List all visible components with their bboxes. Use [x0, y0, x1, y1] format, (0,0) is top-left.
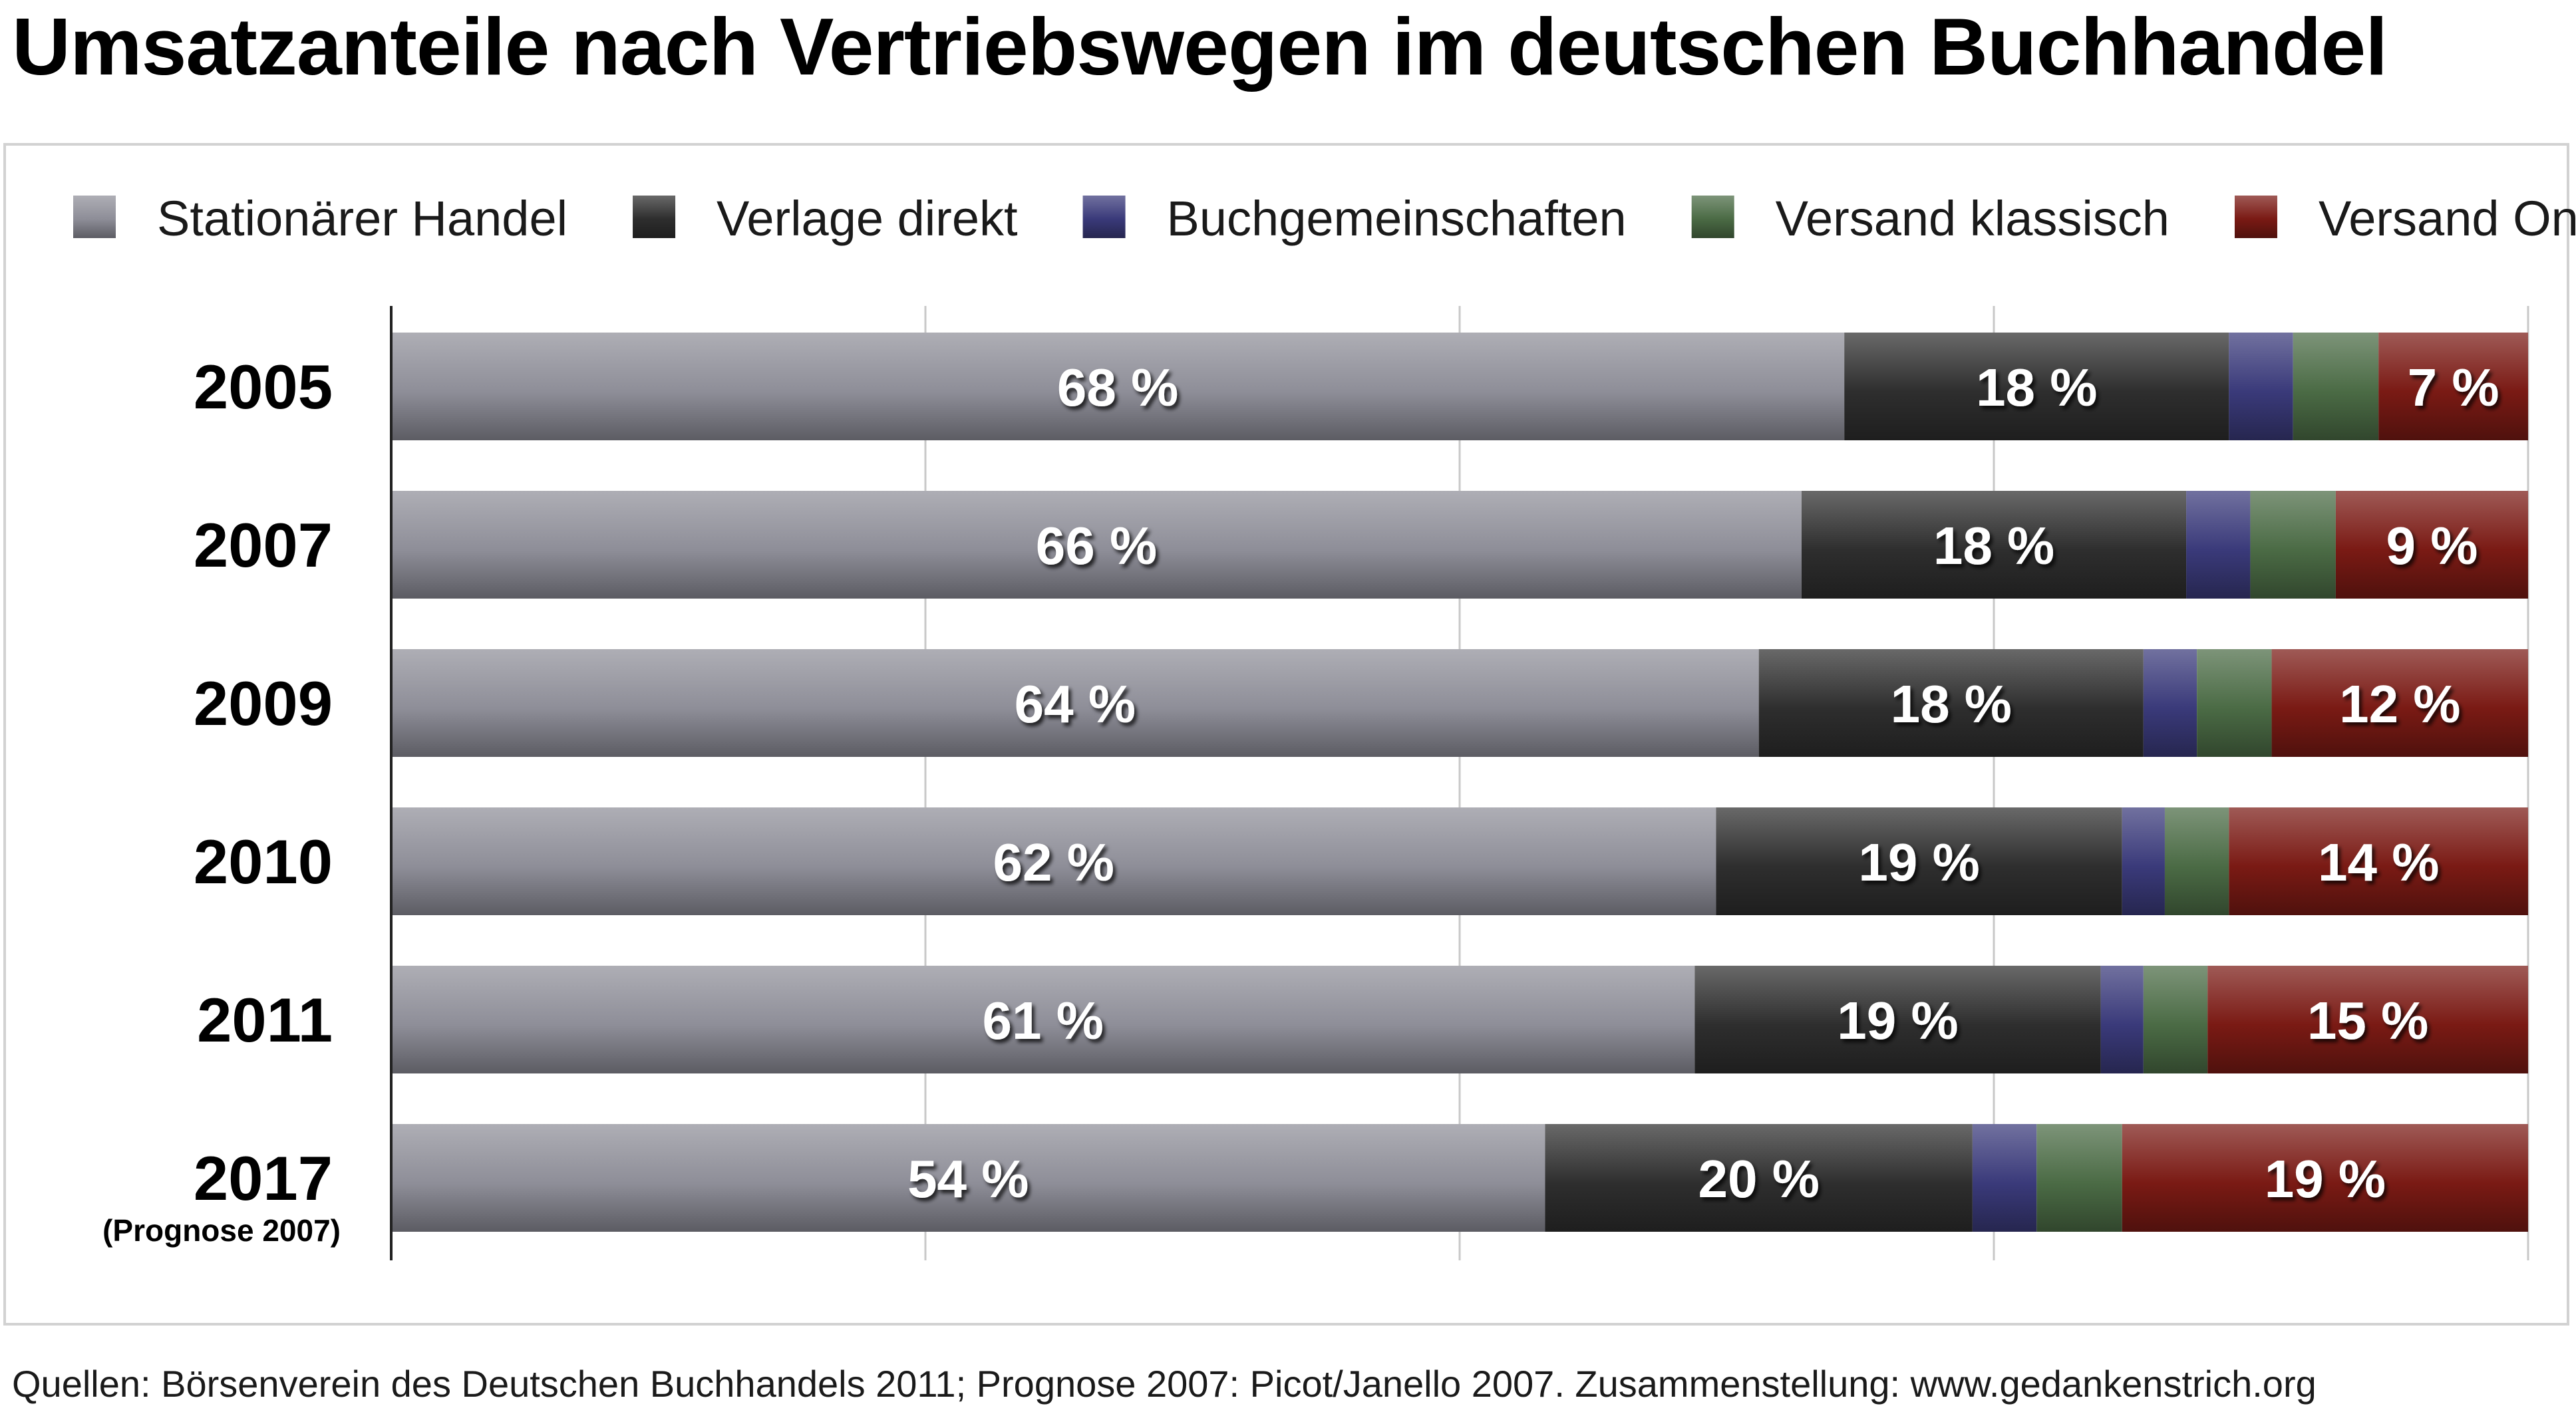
legend-swatch: [1691, 196, 1734, 238]
bar-labels: 68 % 18 % 7 % 66 % 18 % 9 % 64 % 18 % 12 % 62 % 19…: [907, 358, 2499, 1208]
legend-label: Buchgemeinschaften: [1167, 191, 1627, 246]
data-label: 19 %: [1858, 833, 1979, 892]
bar-segment-buchgemeinschaften-2017: [1972, 1124, 2037, 1232]
data-label: 20 %: [1698, 1149, 1820, 1208]
bar-segment-verlage-direkt-2009: [1758, 649, 2144, 757]
gridlines: [924, 306, 2529, 1260]
bar-segment-versand-klassisch-2010: [2164, 807, 2229, 915]
data-label: 19 %: [1837, 991, 1958, 1050]
bar-segment-station-rer-handel-2017: [391, 1124, 1545, 1232]
bar-segment-buchgemeinschaften-2005: [2229, 333, 2293, 440]
legend-label: Stationärer Handel: [157, 191, 567, 246]
bar-segment-versand-klassisch-2017: [2036, 1124, 2122, 1232]
bar-segment-station-rer-handel-2010: [391, 807, 1716, 915]
data-label: 62 %: [993, 833, 1114, 892]
bar-segment-buchgemeinschaften-2007: [2186, 491, 2251, 599]
data-label: 19 %: [2265, 1149, 2386, 1208]
bar-segment-versand-online-2011: [2207, 966, 2528, 1073]
data-label: 7 %: [2408, 358, 2499, 417]
category-label: 2005: [194, 352, 333, 422]
category-label: 2007: [194, 510, 333, 580]
bar-segment-versand-klassisch-2005: [2293, 333, 2379, 440]
bars: [391, 333, 2528, 1232]
data-label: 61 %: [982, 991, 1103, 1050]
bar-segment-versand-online-2010: [2229, 807, 2528, 915]
data-label: 66 %: [1036, 516, 1157, 575]
legend: Stationärer Handel Verlage direkt Buchgeme…: [73, 191, 2576, 246]
legend-swatch: [73, 196, 116, 238]
bar-segment-versand-klassisch-2007: [2250, 491, 2336, 599]
data-label: 18 %: [1891, 674, 2012, 734]
data-label: 9 %: [2386, 516, 2478, 575]
bar-segment-versand-online-2007: [2335, 491, 2528, 599]
bar-segment-station-rer-handel-2007: [391, 491, 1802, 599]
data-label: 68 %: [1057, 358, 1178, 417]
legend-label: Versand klassisch: [1776, 191, 2170, 246]
y-axis: 2005 2007 2009 2010 2011 2017(Prognose 2007): [102, 306, 393, 1260]
bar-segment-buchgemeinschaften-2011: [2100, 966, 2144, 1073]
legend-swatch: [1082, 196, 1126, 238]
bar-segment-station-rer-handel-2009: [391, 649, 1759, 757]
legend-label: Versand Online: [2319, 191, 2576, 246]
bar-segment-versand-online-2009: [2271, 649, 2528, 757]
bar-segment-verlage-direkt-2017: [1545, 1124, 1973, 1232]
legend-label: Verlage direkt: [717, 191, 1018, 246]
page-title: Umsatzanteile nach Vertriebswegen im deu…: [12, 1, 2388, 92]
bar-segment-versand-klassisch-2009: [2197, 649, 2272, 757]
bar-segment-versand-online-2017: [2122, 1124, 2528, 1232]
data-label: 15 %: [2307, 991, 2428, 1050]
category-label: 2010: [194, 827, 333, 897]
source-note: Quellen: Börsenverein des Deutschen Buch…: [12, 1363, 2317, 1405]
chart-frame: [3, 143, 2569, 1326]
legend-swatch: [2234, 196, 2277, 238]
bar-segment-station-rer-handel-2011: [391, 966, 1695, 1073]
data-label: 54 %: [907, 1149, 1029, 1208]
bar-segment-buchgemeinschaften-2009: [2143, 649, 2197, 757]
legend-swatch: [633, 196, 676, 238]
category-label: 2011: [197, 985, 333, 1055]
bar-segment-versand-klassisch-2011: [2143, 966, 2208, 1073]
bar-segment-verlage-direkt-2010: [1716, 807, 2122, 915]
category-label: 2017: [194, 1143, 333, 1213]
data-label: 64 %: [1015, 674, 1136, 734]
bar-segment-station-rer-handel-2005: [391, 333, 1845, 440]
data-label: 18 %: [1976, 358, 2097, 417]
bar-segment-verlage-direkt-2007: [1801, 491, 2187, 599]
bar-segment-verlage-direkt-2005: [1844, 333, 2229, 440]
category-label: 2009: [194, 668, 333, 738]
bar-segment-verlage-direkt-2011: [1694, 966, 2101, 1073]
data-label: 18 %: [1933, 516, 2054, 575]
bar-segment-buchgemeinschaften-2010: [2122, 807, 2165, 915]
category-note: (Prognose 2007): [102, 1213, 341, 1248]
data-label: 14 %: [2318, 833, 2439, 892]
bar-segment-versand-online-2005: [2378, 333, 2528, 440]
data-label: 12 %: [2339, 674, 2460, 734]
